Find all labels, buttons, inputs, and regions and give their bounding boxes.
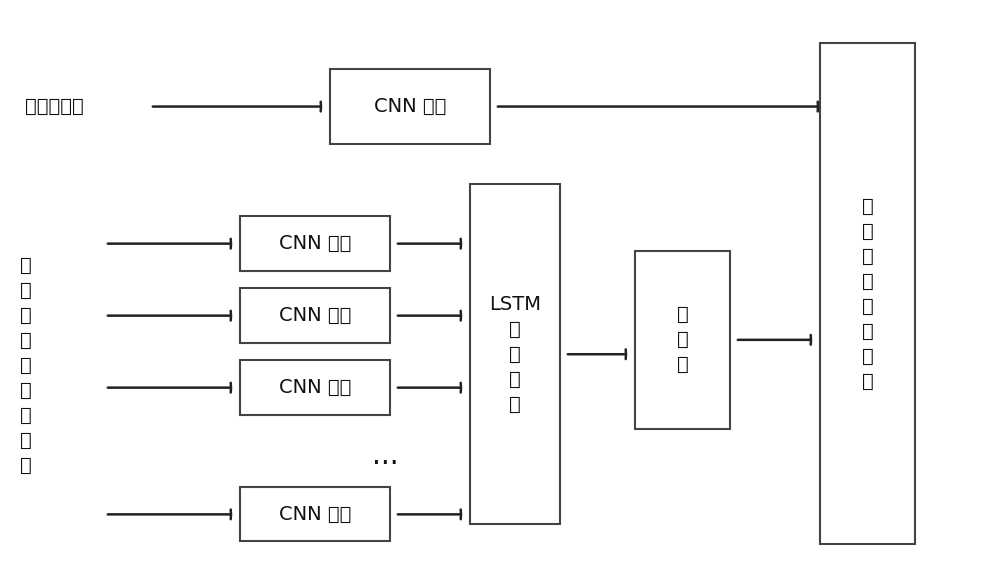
Text: CNN 网络: CNN 网络	[279, 505, 351, 524]
Text: CNN 网络: CNN 网络	[279, 234, 351, 253]
Bar	[635, 251, 730, 429]
Bar	[240, 288, 390, 343]
Text: ···: ···	[372, 450, 398, 478]
Text: 待测试图片: 待测试图片	[25, 97, 84, 116]
Text: 相
似
性
度
量
子
网
络: 相 似 性 度 量 子 网 络	[862, 197, 873, 391]
Bar	[240, 216, 390, 271]
Bar	[240, 487, 390, 541]
Text: 参
考
视
频
的
图
片
序
列: 参 考 视 频 的 图 片 序 列	[20, 256, 32, 475]
Text: CNN 网络: CNN 网络	[374, 97, 446, 116]
Text: 卷
积
层: 卷 积 层	[677, 305, 688, 374]
Bar	[470, 184, 560, 524]
Text: LSTM
神
经
网
络: LSTM 神 经 网 络	[489, 295, 541, 414]
Bar	[330, 69, 490, 144]
Bar	[240, 360, 390, 415]
Bar	[820, 43, 915, 544]
Text: CNN 网络: CNN 网络	[279, 306, 351, 325]
Text: CNN 网络: CNN 网络	[279, 378, 351, 397]
